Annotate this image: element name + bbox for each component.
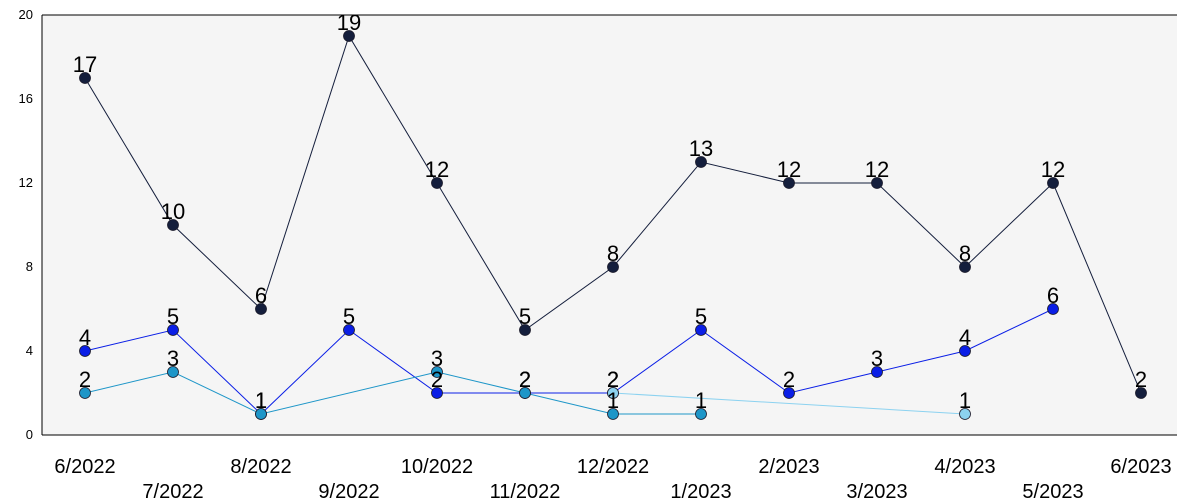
- data-label: 1: [607, 388, 619, 413]
- x-tick-label: 9/2022: [318, 481, 379, 501]
- data-point: [79, 387, 91, 399]
- data-point: [783, 177, 795, 189]
- x-tick-label: 10/2022: [401, 456, 473, 478]
- x-tick-label: 4/2023: [934, 456, 995, 478]
- data-point: [79, 345, 91, 357]
- x-axis-ticks: 6/2022 7/2022 8/2022 9/2022 10/2022 11/2022 12…: [54, 456, 1171, 501]
- data-label: 6: [255, 283, 267, 308]
- data-label: 12: [777, 157, 801, 182]
- data-label: 2: [1135, 367, 1147, 392]
- data-label: 1: [959, 388, 971, 413]
- data-label: 3: [167, 346, 179, 371]
- data-point: [167, 324, 179, 336]
- data-label: 2: [607, 367, 619, 392]
- series-line: [84, 308, 1054, 415]
- data-label: 4: [79, 325, 91, 350]
- data-label: 1: [255, 388, 267, 413]
- data-label: 8: [959, 241, 971, 266]
- data-point: [783, 387, 795, 399]
- data-label: 2: [783, 367, 795, 392]
- data-point: [167, 366, 179, 378]
- series-points: [79, 30, 1147, 420]
- data-label: 3: [871, 346, 883, 371]
- data-label: 5: [167, 304, 179, 329]
- data-point: [1047, 303, 1059, 315]
- y-tick-label: 0: [26, 427, 33, 442]
- data-point: [343, 324, 355, 336]
- data-point: [431, 387, 443, 399]
- data-label: 5: [519, 304, 531, 329]
- data-label: 6: [1047, 283, 1059, 308]
- data-label: 4: [959, 325, 971, 350]
- y-tick-label: 16: [19, 91, 33, 106]
- data-point: [167, 219, 179, 231]
- data-point: [695, 156, 707, 168]
- data-point: [959, 345, 971, 357]
- x-tick-label: 12/2022: [577, 456, 649, 478]
- x-tick-label: 6/2022: [54, 456, 115, 478]
- data-point: [959, 261, 971, 273]
- data-point: [1135, 387, 1147, 399]
- x-tick-label: 1/2023: [670, 481, 731, 501]
- data-label: 1: [695, 388, 707, 413]
- x-tick-label: 11/2022: [490, 481, 561, 501]
- x-tick-label: 2/2023: [758, 456, 819, 478]
- data-label: 3: [431, 346, 443, 371]
- data-label: 2: [431, 367, 443, 392]
- data-point: [255, 408, 267, 420]
- data-label: 1: [255, 388, 267, 413]
- data-point: [519, 324, 531, 336]
- y-tick-label: 4: [26, 343, 33, 358]
- data-point: [1047, 177, 1059, 189]
- x-tick-label: 5/2023: [1022, 481, 1083, 501]
- data-label: 19: [337, 10, 361, 35]
- x-tick-label: 7/2022: [142, 481, 203, 501]
- data-point: [519, 387, 531, 399]
- data-point: [607, 261, 619, 273]
- data-point: [431, 366, 443, 378]
- data-label: 2: [519, 367, 531, 392]
- data-point: [343, 30, 355, 42]
- data-point: [695, 408, 707, 420]
- data-label: 17: [73, 52, 97, 77]
- data-point: [255, 303, 267, 315]
- y-tick-label: 12: [19, 175, 33, 190]
- data-point: [607, 408, 619, 420]
- data-label: 10: [161, 199, 185, 224]
- data-label: 13: [689, 136, 713, 161]
- x-tick-label: 8/2022: [230, 456, 291, 478]
- y-tick-label: 8: [26, 259, 33, 274]
- data-point: [431, 177, 443, 189]
- data-point: [79, 72, 91, 84]
- x-tick-label: 6/2023: [1110, 456, 1171, 478]
- plot-area: [42, 15, 1177, 435]
- data-label: 2: [79, 367, 91, 392]
- data-label: 12: [425, 157, 449, 182]
- data-point: [959, 408, 971, 420]
- data-point: [607, 387, 619, 399]
- data-label: 5: [343, 304, 355, 329]
- series-line: [612, 392, 966, 415]
- x-tick-label: 3/2023: [846, 481, 907, 501]
- data-label: 2: [519, 367, 531, 392]
- data-label: 2: [607, 367, 619, 392]
- data-label: 5: [695, 304, 707, 329]
- data-point: [871, 177, 883, 189]
- data-label: 12: [1041, 157, 1065, 182]
- data-point: [695, 324, 707, 336]
- data-label: 12: [865, 157, 889, 182]
- data-label: 8: [607, 241, 619, 266]
- y-axis-ticks: 0 4 8 12 16 20: [19, 7, 33, 442]
- data-point: [871, 366, 883, 378]
- y-tick-label: 20: [19, 7, 33, 22]
